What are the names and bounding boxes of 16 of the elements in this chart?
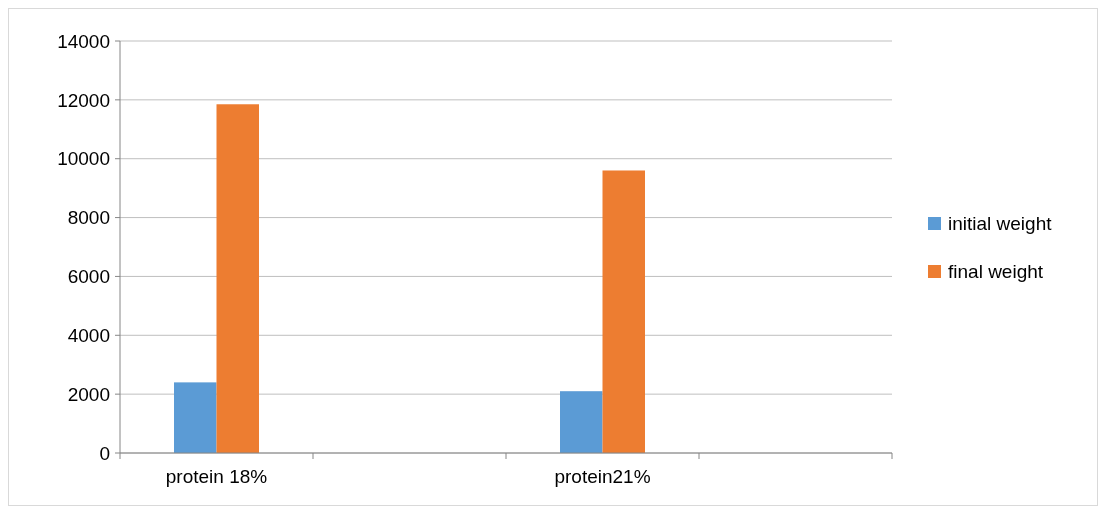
legend-label: final weight [948, 261, 1044, 283]
bar [216, 104, 259, 453]
y-tick-label: 10000 [57, 148, 110, 170]
y-tick-label: 8000 [67, 207, 110, 229]
bar [174, 382, 217, 453]
bar [602, 170, 645, 453]
x-tick-label: protein21% [554, 466, 651, 487]
y-tick-label: 6000 [67, 266, 110, 288]
y-tick-label: 4000 [67, 324, 110, 346]
y-tick-label: 12000 [57, 89, 110, 111]
x-tick-label: protein 18% [165, 466, 268, 487]
y-tick-label: 14000 [57, 30, 110, 52]
y-tick-label: 0 [99, 442, 110, 464]
y-tick-label: 2000 [67, 383, 110, 405]
legend-label: initial weight [948, 213, 1053, 235]
bar [560, 391, 603, 453]
